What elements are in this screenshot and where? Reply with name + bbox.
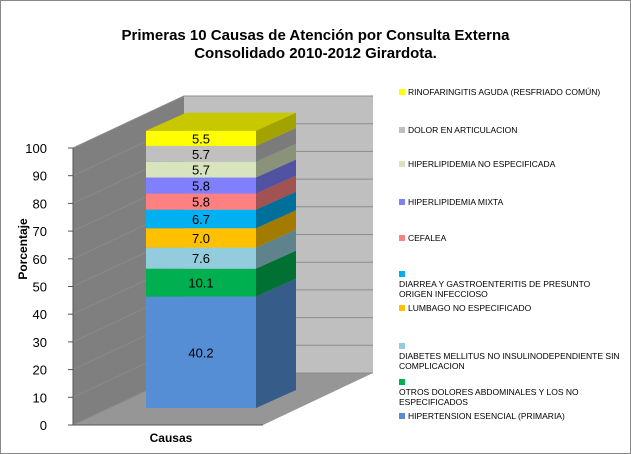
y-tick-label: 70	[33, 224, 47, 239]
legend-item: OTROS DOLORES ABDOMINALES Y LOS NO ESPEC…	[399, 377, 630, 407]
legend-label: HIPERLIPIDEMIA MIXTA	[408, 197, 504, 207]
legend-item: HIPERTENSION ESENCIAL (PRIMARIA)	[399, 411, 565, 421]
data-label: 5.8	[192, 179, 210, 194]
y-tick-label: 50	[33, 280, 47, 295]
legend-swatch	[399, 343, 405, 349]
data-label: 40.2	[188, 345, 213, 360]
bar-top	[146, 112, 296, 131]
bar-segment-side	[256, 112, 296, 146]
y-tick-label: 0	[40, 418, 47, 433]
bar-segment-side	[256, 210, 296, 248]
y-tick-label: 10	[33, 390, 47, 405]
bar-segment	[146, 228, 256, 248]
legend-item: RINOFARINGITIS AGUDA (RESFRIADO COMÚN)	[399, 87, 600, 97]
y-tick-label: 40	[33, 307, 47, 322]
legend-swatch	[399, 127, 405, 133]
bar-segment-side	[256, 159, 296, 194]
chart-title: Primeras 10 Causas de Atención por Consu…	[121, 27, 510, 44]
legend-swatch	[399, 379, 405, 385]
data-label: 7.6	[192, 251, 210, 266]
legend-item: HIPERLIPIDEMIA NO ESPECIFICADA	[399, 159, 555, 169]
bar-segment	[146, 209, 256, 229]
y-tick-label: 90	[33, 169, 47, 184]
y-tick-label: 30	[33, 335, 47, 350]
bar-segment-side	[256, 143, 296, 178]
bar-segment	[146, 193, 256, 210]
legend-label: OTROS DOLORES ABDOMINALES Y LOS NO ESPEC…	[399, 387, 579, 407]
data-label: 10.1	[188, 276, 213, 291]
legend-swatch	[399, 305, 405, 311]
legend-item: HIPERLIPIDEMIA MIXTA	[399, 197, 503, 207]
legend-label: DIARREA Y GASTROENTERITIS DE PRESUNTO OR…	[399, 279, 591, 299]
bar-segment-side	[256, 127, 296, 162]
legend-item: DIABETES MELLITUS NO INSULINODEPENDIENTE…	[399, 341, 630, 371]
legend-label: CEFALEA	[408, 233, 447, 243]
data-label: 5.7	[192, 147, 210, 162]
y-axis-label: Porcentaje	[16, 218, 30, 280]
chart-subtitle: Consolidado 2010-2012 Girardota.	[194, 45, 437, 62]
legend-label: HIPERLIPIDEMIA NO ESPECIFICADA	[408, 159, 556, 169]
bar-segment	[146, 161, 256, 178]
legend-item: CEFALEA	[399, 233, 446, 243]
legend-swatch	[399, 89, 405, 95]
legend-swatch	[399, 161, 405, 167]
bar-segment-side	[256, 250, 296, 297]
legend-item: DOLOR EN ARTICULACION	[399, 125, 517, 135]
legend-swatch	[399, 271, 405, 277]
data-label: 5.5	[192, 131, 210, 146]
bar-segment	[146, 296, 256, 408]
legend-label: HIPERTENSION ESENCIAL (PRIMARIA)	[408, 411, 565, 421]
legend-item: LUMBAGO NO ESPECIFICADO	[399, 303, 531, 313]
bar-segment	[146, 177, 256, 194]
bar-segment-side	[256, 229, 296, 269]
y-tick-label: 100	[25, 141, 47, 156]
legend-label: DIABETES MELLITUS NO INSULINODEPENDIENTE…	[399, 351, 620, 371]
data-label: 5.8	[192, 195, 210, 210]
legend-label: RINOFARINGITIS AGUDA (RESFRIADO COMÚN)	[408, 87, 601, 97]
bar-segment	[146, 247, 256, 269]
legend-label: DOLOR EN ARTICULACION	[408, 125, 518, 135]
bar-segment	[146, 145, 256, 162]
legend-swatch	[399, 235, 405, 241]
legend-item: DIARREA Y GASTROENTERITIS DE PRESUNTO OR…	[399, 269, 630, 299]
bar-segment-side	[256, 175, 296, 210]
y-tick-label: 60	[33, 252, 47, 267]
legend-swatch	[399, 199, 405, 205]
gridline-left	[72, 95, 185, 149]
y-tick-label: 20	[33, 363, 47, 378]
bar-segment-side	[256, 191, 296, 229]
bar-segment	[146, 130, 256, 146]
bar-segment	[146, 268, 256, 297]
legend-swatch	[399, 413, 405, 419]
x-axis-label: Causas	[150, 431, 193, 445]
data-label: 6.7	[192, 212, 210, 227]
y-tick-label: 80	[33, 196, 47, 211]
bar-segment-side	[256, 278, 296, 408]
data-label: 5.7	[192, 163, 210, 178]
legend-label: LUMBAGO NO ESPECIFICADO	[408, 303, 532, 313]
data-label: 7.0	[192, 231, 210, 246]
